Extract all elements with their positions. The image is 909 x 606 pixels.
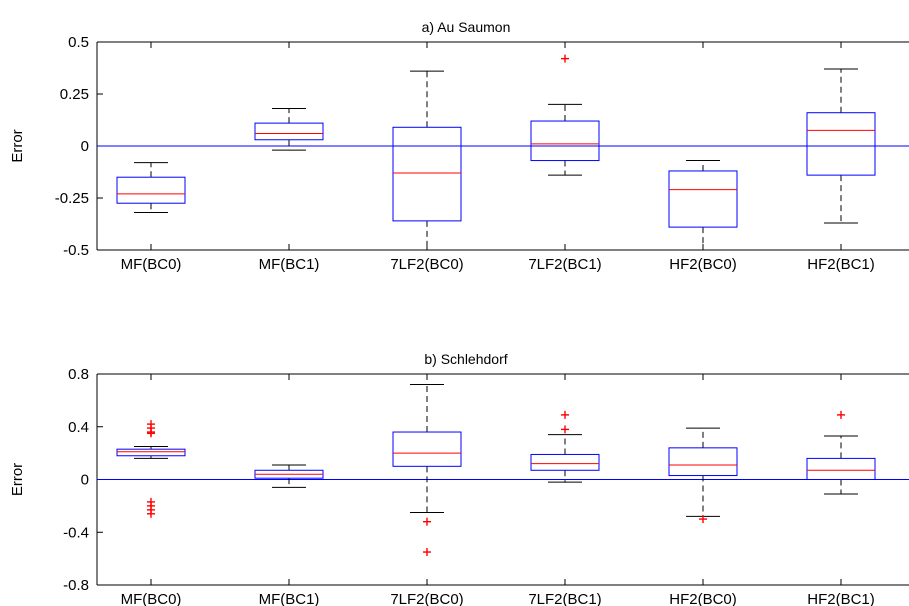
panel-schlehdorf: b) Schlehdorf Error -0.8 -0.4 0 0.4 0.8 MF(BC… xyxy=(9,351,909,606)
outlier-marker xyxy=(423,517,431,526)
panel-title: b) Schlehdorf xyxy=(424,351,507,367)
category-label: HF2(BC1) xyxy=(807,591,875,606)
box-4 xyxy=(668,160,738,250)
outlier-marker xyxy=(561,410,569,419)
box-4 xyxy=(668,427,738,524)
category-label: HF2(BC0) xyxy=(669,591,737,606)
outlier-marker xyxy=(423,548,431,557)
iqr-box xyxy=(668,447,738,477)
y-tick-label: 0 xyxy=(81,472,89,489)
y-tick-label: -0.25 xyxy=(55,190,89,207)
category-label: MF(BC1) xyxy=(259,591,320,606)
category-label: 7LF2(BC0) xyxy=(390,256,463,273)
category-label: MF(BC0) xyxy=(121,591,182,606)
outlier-marker xyxy=(561,425,569,434)
box-1 xyxy=(254,464,324,488)
box-3 xyxy=(530,54,600,176)
y-tick-label: 0.5 xyxy=(68,34,89,51)
iqr-box xyxy=(392,431,462,467)
iqr-box xyxy=(116,448,186,457)
category-label: 7LF2(BC1) xyxy=(528,591,601,606)
y-tick-label: -0.5 xyxy=(63,242,89,259)
box-1 xyxy=(254,108,324,151)
box-5 xyxy=(806,410,876,495)
iqr-box xyxy=(116,176,186,204)
y-axis-label: Error xyxy=(9,129,26,162)
y-tick-label: -0.4 xyxy=(63,524,89,541)
iqr-box xyxy=(806,112,876,176)
iqr-box xyxy=(254,122,324,141)
y-tick-label: -0.8 xyxy=(63,577,89,594)
category-label: 7LF2(BC1) xyxy=(528,256,601,273)
box-5 xyxy=(806,68,876,224)
box-0 xyxy=(116,420,186,518)
iqr-box xyxy=(806,457,876,480)
iqr-box xyxy=(392,126,462,222)
box-0 xyxy=(116,162,186,214)
outlier-marker xyxy=(699,515,707,524)
category-label: HF2(BC0) xyxy=(669,256,737,273)
iqr-box xyxy=(530,120,600,162)
category-label: HF2(BC1) xyxy=(807,256,875,273)
category-label: MF(BC0) xyxy=(121,256,182,273)
panel-title: a) Au Saumon xyxy=(422,19,511,35)
y-tick-label: 0.25 xyxy=(60,86,89,103)
y-axis-label: Error xyxy=(9,463,26,496)
outlier-marker xyxy=(561,54,569,63)
panel-au-saumon: a) Au Saumon Error -0.5 -0.25 0 0.25 0.5 MF(B… xyxy=(9,19,909,273)
outlier-marker xyxy=(837,410,845,419)
y-tick-label: 0 xyxy=(81,138,89,155)
category-label: 7LF2(BC0) xyxy=(390,591,463,606)
y-tick-label: 0.4 xyxy=(68,419,89,436)
outlier-marker xyxy=(147,429,155,438)
iqr-box xyxy=(668,170,738,228)
outlier-marker xyxy=(147,509,155,518)
box-3 xyxy=(530,410,600,483)
iqr-box xyxy=(530,453,600,471)
y-tick-label: 0.8 xyxy=(68,366,89,383)
category-label: MF(BC1) xyxy=(259,256,320,273)
box-2 xyxy=(392,384,462,557)
box-2 xyxy=(392,70,462,250)
